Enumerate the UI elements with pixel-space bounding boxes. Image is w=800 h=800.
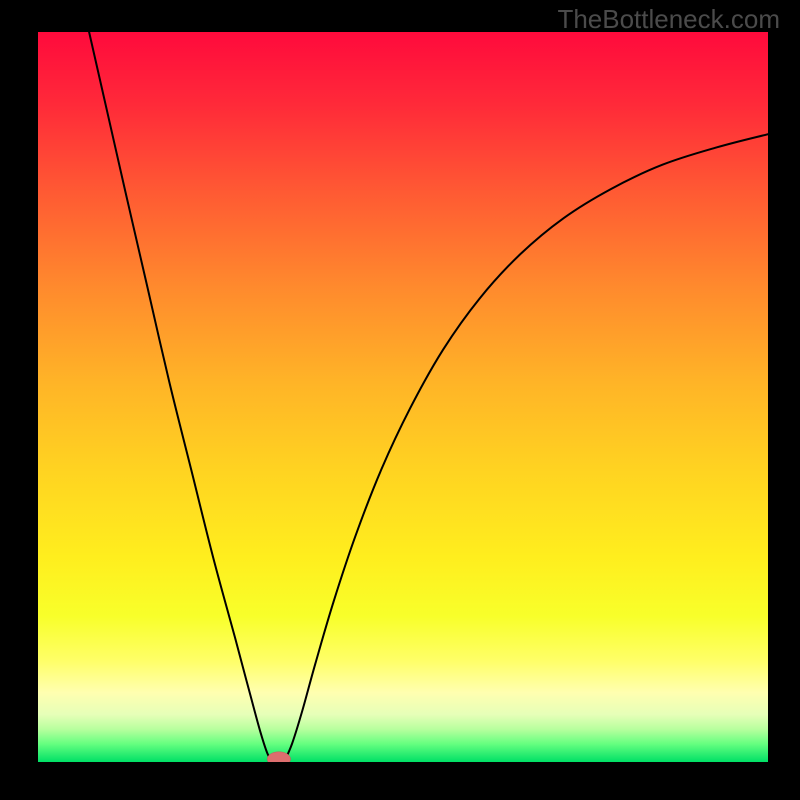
plot-area bbox=[38, 32, 768, 766]
bottleneck-chart-svg bbox=[0, 0, 800, 800]
chart-container: TheBottleneck.com bbox=[0, 0, 800, 800]
gradient-background bbox=[38, 32, 768, 762]
